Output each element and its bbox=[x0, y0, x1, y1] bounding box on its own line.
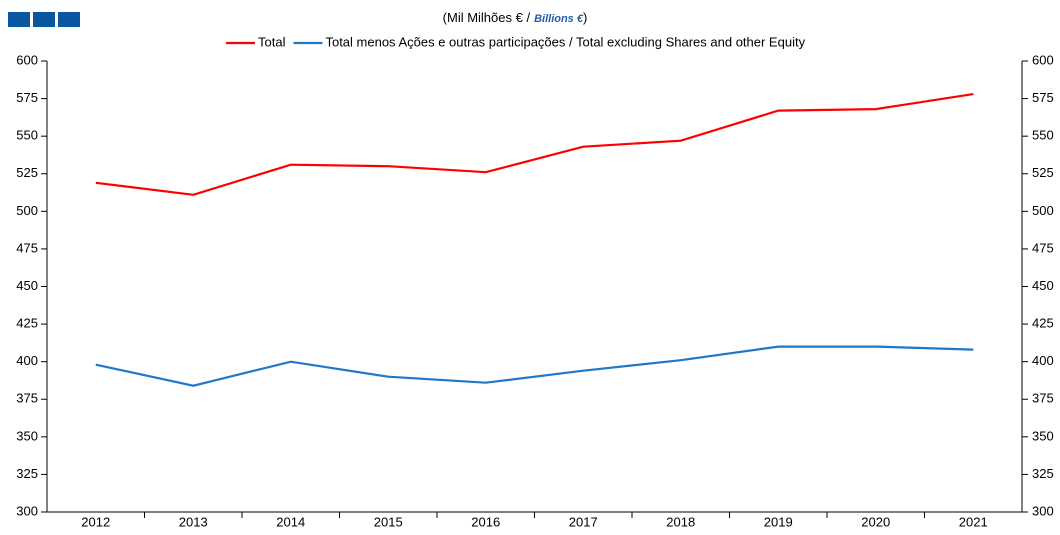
line-series bbox=[95, 345, 974, 387]
y2-tick-label: 525 bbox=[1032, 165, 1054, 180]
y2-tick-label: 425 bbox=[1032, 316, 1054, 331]
y2-tick-label: 325 bbox=[1032, 466, 1054, 481]
y-tick-label: 375 bbox=[16, 391, 38, 406]
x-tick-label: 2015 bbox=[374, 514, 403, 529]
y-tick-label: 475 bbox=[16, 240, 38, 255]
y-tick-label: 300 bbox=[16, 503, 38, 518]
y2-tick-label: 450 bbox=[1032, 278, 1054, 293]
x-tick-label: 2021 bbox=[959, 514, 988, 529]
y-tick-label: 325 bbox=[16, 466, 38, 481]
y-tick-label: 525 bbox=[16, 165, 38, 180]
y2-tick-label: 350 bbox=[1032, 428, 1054, 443]
y2-tick-label: 550 bbox=[1032, 128, 1054, 143]
y-tick-label: 575 bbox=[16, 90, 38, 105]
y-tick-label: 400 bbox=[16, 353, 38, 368]
y2-tick-label: 475 bbox=[1032, 240, 1054, 255]
y-tick-label: 425 bbox=[16, 316, 38, 331]
x-tick-label: 2018 bbox=[666, 514, 695, 529]
x-tick-label: 2017 bbox=[569, 514, 598, 529]
x-tick-label: 2016 bbox=[471, 514, 500, 529]
y-tick-label: 550 bbox=[16, 128, 38, 143]
x-tick-label: 2013 bbox=[179, 514, 208, 529]
x-tick-label: 2020 bbox=[861, 514, 890, 529]
title-pt: (Mil Milhões € / bbox=[443, 10, 531, 25]
x-tick-label: 2014 bbox=[276, 514, 305, 529]
x-tick-label: 2012 bbox=[81, 514, 110, 529]
y2-tick-label: 575 bbox=[1032, 90, 1054, 105]
logo bbox=[8, 12, 80, 27]
y2-tick-label: 300 bbox=[1032, 503, 1054, 518]
x-tick-label: 2019 bbox=[764, 514, 793, 529]
y2-tick-label: 600 bbox=[1032, 52, 1054, 67]
legend-label: Total bbox=[258, 34, 286, 49]
y-tick-label: 450 bbox=[16, 278, 38, 293]
title-close: ) bbox=[583, 10, 587, 25]
y-tick-label: 600 bbox=[16, 52, 38, 67]
y-tick-label: 350 bbox=[16, 428, 38, 443]
title-en: Billions € bbox=[534, 13, 584, 25]
y-tick-label: 500 bbox=[16, 203, 38, 218]
y2-tick-label: 400 bbox=[1032, 353, 1054, 368]
chart-title: (Mil Milhões € / Billions €) bbox=[443, 10, 588, 25]
line-series bbox=[95, 93, 974, 196]
y2-tick-label: 500 bbox=[1032, 203, 1054, 218]
legend-label: Total menos Ações e outras participações… bbox=[325, 34, 805, 49]
y2-tick-label: 375 bbox=[1032, 391, 1054, 406]
